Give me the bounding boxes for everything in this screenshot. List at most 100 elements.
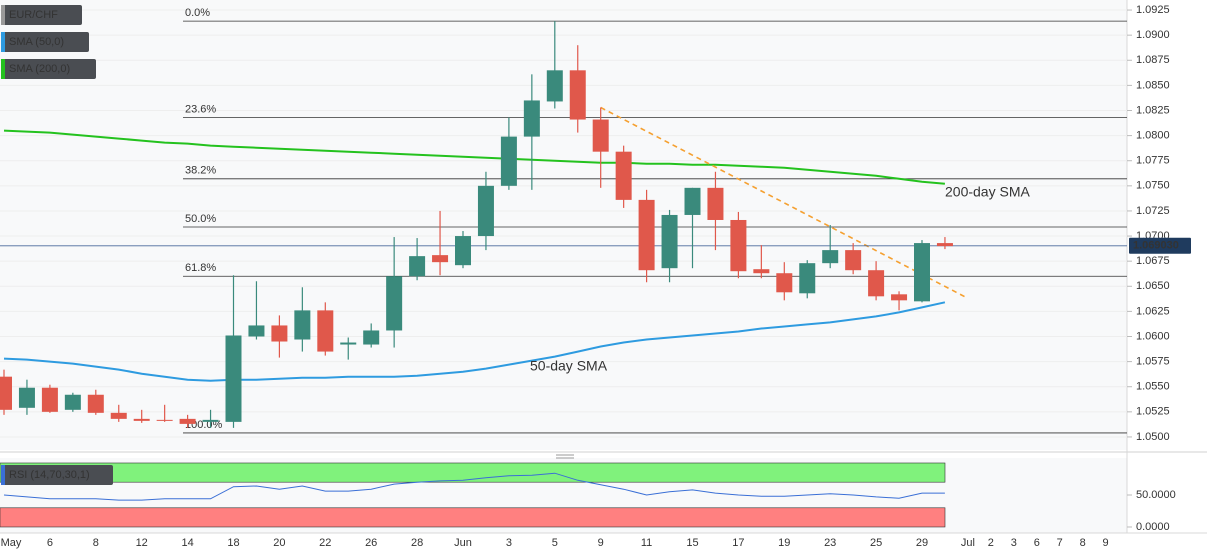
candle-body	[363, 330, 380, 345]
legend-box[interactable]	[1, 5, 82, 25]
legend-label: RSI (14,70,30,1)	[9, 469, 90, 481]
x-tick-label: 12	[136, 537, 148, 549]
fib-label: 38.2%	[185, 165, 216, 177]
candle-body	[592, 119, 609, 152]
x-tick-label: 29	[916, 537, 928, 549]
candle-body	[707, 187, 724, 220]
candle-body	[799, 263, 816, 294]
price-panel	[0, 0, 1127, 450]
candle-body	[500, 136, 517, 186]
last-price-box	[1129, 237, 1191, 254]
y-tick-label: 1.0525	[1136, 406, 1170, 418]
fib-label: 50.0%	[185, 213, 216, 225]
x-tick-label: 20	[273, 537, 285, 549]
x-tick-label: 6	[1034, 537, 1040, 549]
candle-body	[753, 269, 770, 274]
candle-body	[684, 187, 701, 215]
sma-annotation: 50-day SMA	[530, 358, 608, 374]
x-tick-label: 7	[1057, 537, 1063, 549]
y-tick-label: 1.0600	[1136, 330, 1170, 342]
candle-body	[546, 70, 563, 102]
candle-body	[294, 310, 311, 340]
rsi-tick-label: 50.0000	[1136, 489, 1176, 501]
candle-body	[569, 70, 586, 120]
sma-annotation: 200-day SMA	[945, 184, 1030, 200]
candle-body	[156, 419, 173, 421]
trendline	[600, 106, 969, 300]
x-tick-label: 8	[1080, 537, 1086, 549]
fib-label: 23.6%	[185, 103, 216, 115]
x-tick-label: 9	[1103, 537, 1109, 549]
legend-swatch	[1, 59, 5, 79]
y-tick-label: 1.0625	[1136, 305, 1170, 317]
x-tick-label: 26	[365, 537, 377, 549]
legend-swatch	[1, 465, 5, 485]
y-tick-label: 1.0725	[1136, 205, 1170, 217]
x-tick-label: 17	[732, 537, 744, 549]
y-tick-label: 1.0900	[1136, 29, 1170, 41]
fib-label: 61.8%	[185, 262, 216, 274]
candle-body	[179, 418, 196, 424]
rsi-tick-label: 0.0000	[1136, 521, 1170, 533]
y-tick-label: 1.0650	[1136, 280, 1170, 292]
sma-line	[3, 301, 946, 382]
candle-body	[386, 276, 403, 331]
y-tick-label: 1.0575	[1136, 356, 1170, 368]
legend-swatch	[1, 32, 5, 52]
x-tick-label: 25	[870, 537, 882, 549]
candle-body	[891, 294, 908, 301]
legend-box[interactable]	[1, 59, 96, 79]
y-tick-label: 1.0550	[1136, 381, 1170, 393]
candle-body	[317, 310, 334, 352]
candle-body	[455, 236, 471, 266]
y-tick-label: 1.0775	[1136, 155, 1170, 167]
x-tick-label: 14	[181, 537, 193, 549]
candle-body	[822, 250, 839, 264]
x-tick-label: 19	[778, 537, 790, 549]
candle-body	[432, 255, 449, 263]
candle-body	[936, 243, 953, 247]
candle-body	[0, 376, 12, 410]
x-tick-label: 11	[641, 537, 652, 549]
rsi-line	[3, 472, 945, 501]
candle-body	[41, 387, 58, 412]
y-tick-label: 1.0850	[1136, 79, 1170, 91]
x-tick-label: 22	[319, 537, 331, 549]
candle-body	[409, 256, 426, 277]
x-tick-label: 3	[506, 537, 512, 549]
x-tick-label: 5	[552, 537, 558, 549]
x-tick-label: 3	[1011, 537, 1017, 549]
candle-body	[638, 199, 655, 271]
x-tick-label: 6	[47, 537, 53, 549]
candle-body	[110, 412, 127, 419]
candle-body	[730, 219, 747, 272]
x-tick-label: Jul	[961, 537, 975, 549]
candle-body	[615, 151, 632, 200]
candle-body	[87, 394, 104, 413]
x-tick-label: 2	[988, 537, 994, 549]
candle-body	[202, 419, 219, 422]
rsi-band	[0, 507, 946, 528]
legend-box[interactable]	[1, 32, 89, 52]
x-tick-label: Jun	[454, 537, 472, 549]
x-tick-label: 18	[227, 537, 239, 549]
candle-body	[661, 214, 678, 269]
legend-label: SMA (200,0)	[9, 63, 70, 75]
y-tick-label: 1.0800	[1136, 130, 1170, 142]
y-tick-label: 1.0875	[1136, 54, 1170, 66]
y-tick-label: 1.0500	[1136, 431, 1170, 443]
candle-body	[845, 250, 862, 271]
y-tick-label: 1.0825	[1136, 104, 1170, 116]
candle-body	[868, 270, 885, 297]
fib-label: 0.0%	[185, 7, 210, 19]
last-price-label: 1.069030	[1133, 240, 1179, 252]
candle-body	[340, 342, 357, 345]
x-tick-label: 15	[686, 537, 698, 549]
candle-body	[914, 243, 930, 302]
y-tick-label: 1.0925	[1136, 4, 1170, 16]
legend-box[interactable]	[1, 465, 113, 485]
candle-body	[225, 335, 242, 422]
x-tick-label: 8	[93, 537, 99, 549]
candle-body	[64, 394, 81, 410]
